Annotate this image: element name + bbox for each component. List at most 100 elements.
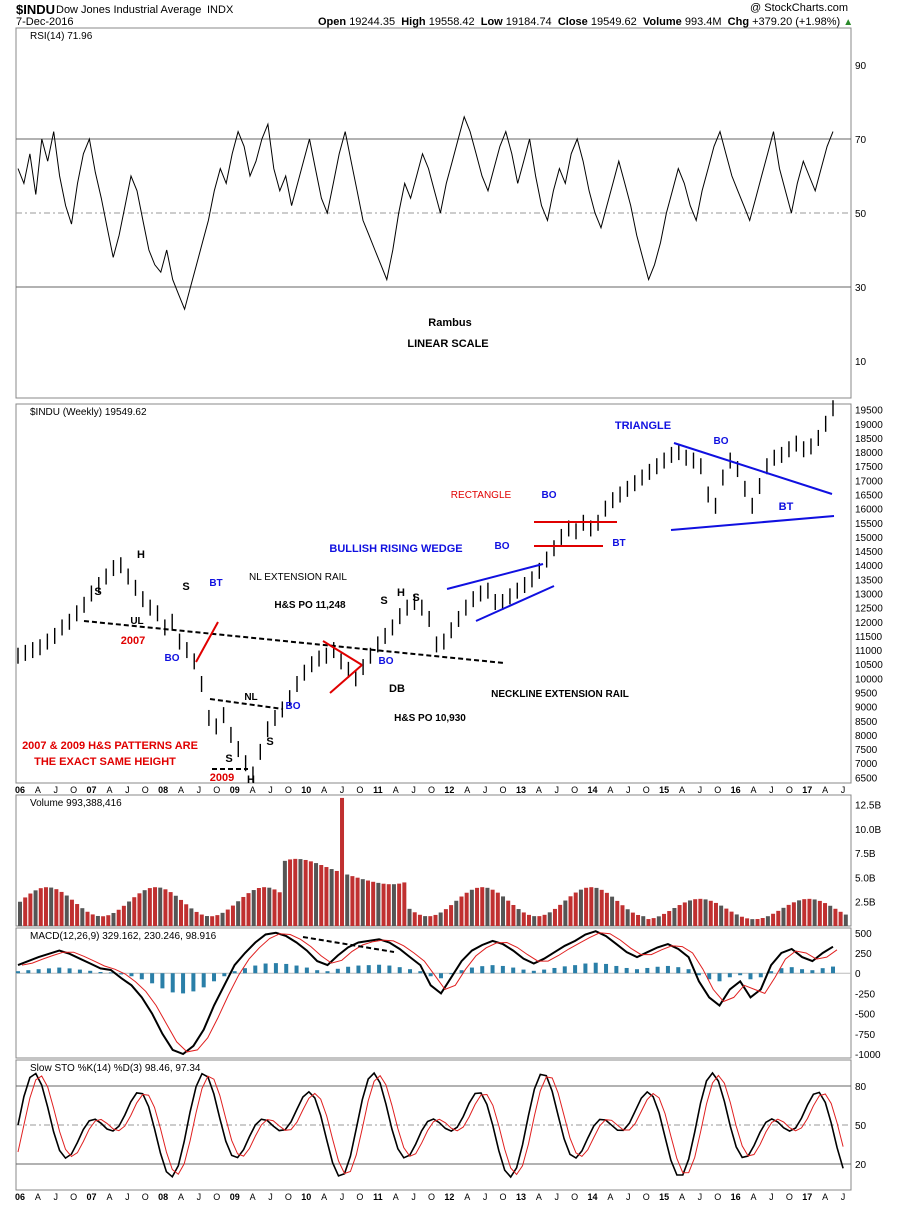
volume-bar [760, 918, 765, 926]
price-annotation: S [380, 595, 387, 607]
triangle-lower-line [670, 515, 835, 531]
volume-bar [168, 892, 173, 926]
red-wedge-top [322, 640, 363, 666]
price-annotation: BULLISH RISING WEDGE [329, 543, 462, 555]
volume-bar [687, 900, 692, 926]
volume-bar [610, 896, 615, 926]
macd-histogram-bar [573, 965, 578, 974]
x-tick-label: A [751, 1192, 757, 1202]
price-y-tick-label: 17000 [855, 476, 883, 487]
volume-bar [158, 887, 163, 926]
price-y-tick-label: 12500 [855, 604, 883, 615]
volume-bar [246, 893, 251, 926]
macd-histogram-bar [820, 968, 825, 974]
rsi-line [17, 115, 834, 311]
stochastic-y-tick-label: 50 [855, 1121, 867, 1132]
price-y-tick-label: 13500 [855, 575, 883, 586]
x-tick-label: J [340, 1192, 345, 1202]
price-y-tick-label: 6500 [855, 773, 878, 784]
volume-bar [345, 874, 350, 926]
macd-y-tick-label: 500 [855, 929, 872, 940]
price-annotation: S [412, 592, 419, 604]
volume-bar [59, 891, 64, 926]
x-tick-label: 14 [588, 785, 598, 795]
macd-histogram-bar [469, 967, 474, 974]
volume-bar [443, 909, 448, 926]
price-y-tick-label: 8500 [855, 717, 878, 728]
price-y-tick-label: 14000 [855, 561, 883, 572]
chart-date: 7-Dec-2016 [16, 16, 74, 28]
volume-bar [501, 896, 506, 926]
price-annotation: THE EXACT SAME HEIGHT [34, 756, 176, 768]
wedge-lower-line [475, 585, 555, 622]
macd-histogram-bar [459, 970, 464, 974]
volume-bar [18, 901, 22, 926]
macd-histogram-bar [552, 967, 557, 974]
volume-bar [656, 916, 661, 926]
volume-bar [786, 904, 791, 926]
price-annotation: RECTANGLE [451, 490, 512, 501]
volume-bar [90, 914, 95, 926]
scroll-arrow-icon[interactable]: ▲ [843, 17, 854, 28]
stochastic-k-line [17, 1071, 844, 1179]
x-tick-label: O [643, 1192, 650, 1202]
volume-bar [765, 916, 770, 926]
volume-bar [625, 909, 630, 926]
ohlc-readout: Open 19244.35 High 19558.42 Low 19184.74… [318, 16, 853, 28]
volume-bar [199, 914, 204, 926]
x-tick-label: 17 [802, 785, 812, 795]
x-tick-label: A [822, 785, 828, 795]
price-annotation: BO [379, 656, 394, 667]
volume-bar [153, 887, 158, 926]
price-annotation: H [397, 587, 405, 599]
volume-bar [225, 909, 230, 926]
volume-bar [578, 889, 583, 926]
volume-bar [698, 898, 703, 926]
volume-title: Volume 993,388,416 [30, 798, 122, 809]
volume-bar [314, 863, 319, 926]
volume-bar [28, 893, 33, 926]
volume-bar [838, 911, 843, 926]
volume-bar [38, 888, 43, 926]
change-value: +379.20 (+1.98%) [752, 16, 841, 28]
volume-bar [713, 902, 718, 926]
x-tick-label: 06 [15, 1192, 25, 1202]
x-tick-label: 12 [444, 1192, 454, 1202]
macd-histogram-bar [521, 969, 526, 974]
macd-histogram-bar [315, 970, 320, 974]
volume-bar [256, 888, 261, 926]
x-tick-label: J [841, 1192, 846, 1202]
volume-y-tick-label: 12.5B [855, 801, 881, 812]
x-tick-label: A [250, 785, 256, 795]
macd-histogram-bar [707, 973, 712, 980]
x-tick-label: J [483, 1192, 488, 1202]
x-tick-label: 14 [588, 1192, 598, 1202]
volume-bar [23, 897, 28, 926]
x-tick-label: 08 [158, 785, 168, 795]
x-tick-label: O [500, 1192, 507, 1202]
volume-bar [449, 905, 454, 926]
volume-bar [719, 905, 724, 926]
red-wedge-bottom [329, 664, 363, 694]
x-tick-label: A [464, 785, 470, 795]
macd-histogram-bar [129, 973, 134, 977]
x-tick-label: O [213, 1192, 220, 1202]
x-tick-label: J [268, 785, 273, 795]
x-tick-label: O [500, 785, 507, 795]
open-label: Open [318, 16, 347, 28]
volume-bar [563, 900, 568, 926]
macd-histogram-bar [67, 968, 72, 974]
price-y-tick-label: 11500 [855, 632, 883, 643]
volume-bar [350, 876, 355, 926]
macd-histogram-bar [222, 973, 227, 977]
macd-histogram-bar [170, 973, 175, 993]
x-tick-label: J [626, 785, 631, 795]
macd-histogram-bar [789, 967, 794, 974]
price-annotation: BT [779, 501, 794, 513]
macd-histogram-bar [263, 963, 268, 974]
x-tick-label: O [786, 1192, 793, 1202]
close-value: 19549.62 [590, 16, 637, 28]
chart-name: Dow Jones Industrial Average [56, 4, 202, 16]
volume-bar [506, 900, 511, 926]
volume-bar [298, 859, 303, 926]
